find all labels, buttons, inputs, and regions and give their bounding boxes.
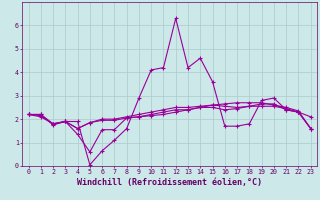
X-axis label: Windchill (Refroidissement éolien,°C): Windchill (Refroidissement éolien,°C) xyxy=(77,178,262,187)
